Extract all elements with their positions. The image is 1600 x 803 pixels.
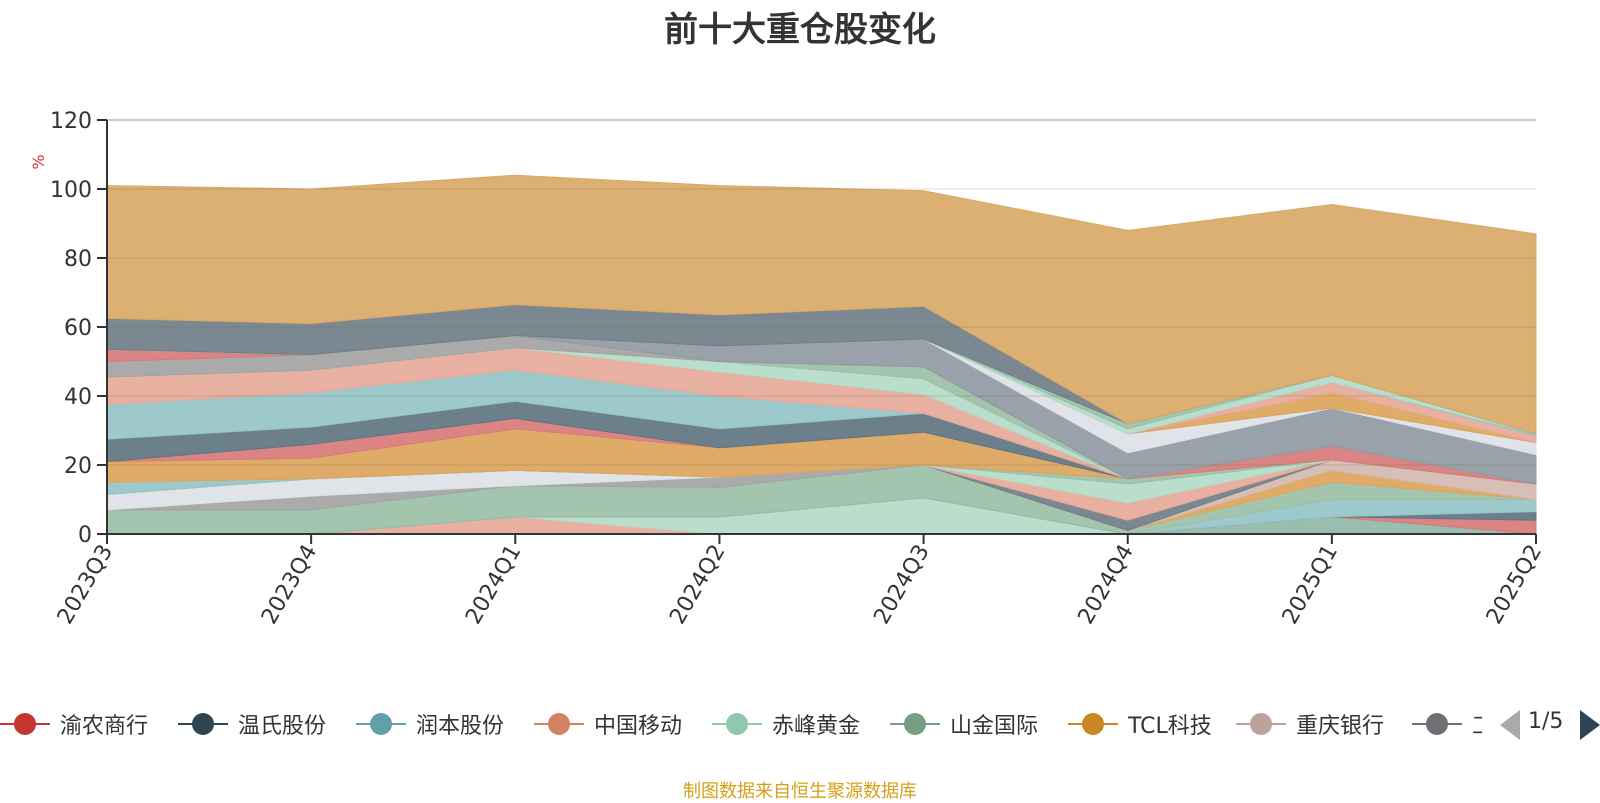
legend-label: 山金国际	[950, 714, 1039, 739]
legend-pager: 1/5	[1500, 704, 1600, 744]
legend-marker-icon	[356, 704, 406, 744]
legend-item[interactable]: 温氏股份	[178, 704, 326, 744]
chart-title: 前十大重仓股变化	[664, 10, 936, 50]
legend-label: 工	[1472, 708, 1482, 740]
chart-area: 0 20 40 60 80 100 120% 2023Q3 2023Q4 2024Q1 2024Q2…	[29, 109, 1547, 629]
legend-marker-icon	[1236, 704, 1286, 744]
x-tick-label: 2023Q4	[257, 541, 322, 629]
legend-label: 温氏股份	[238, 714, 327, 739]
legend: 渝农商行 温氏股份 润本股份 中国移动 赤峰黄金 山金国际 TCL科技 重庆银行 工	[0, 704, 1600, 744]
legend-item[interactable]: 工	[1412, 704, 1482, 744]
legend-item[interactable]: 中国移动	[534, 704, 682, 744]
x-tick-label: 2025Q1	[1278, 541, 1343, 629]
legend-marker-icon	[1412, 704, 1462, 744]
legend-item[interactable]: 重庆银行	[1236, 704, 1384, 744]
x-tick-label: 2024Q3	[869, 541, 934, 629]
legend-marker-icon	[890, 704, 940, 744]
legend-label: 润本股份	[416, 714, 505, 739]
legend-item[interactable]: 渝农商行	[0, 704, 148, 744]
legend-label: 重庆银行	[1296, 714, 1385, 739]
legend-label: 中国移动	[594, 714, 683, 739]
legend-item[interactable]: 山金国际	[890, 704, 1038, 744]
y-tick-label: 100	[50, 178, 92, 203]
x-tick-label: 2024Q2	[665, 541, 730, 629]
area-series-33[interactable]	[106, 174, 1537, 435]
x-tick-label: 2025Q2	[1482, 541, 1547, 629]
legend-marker-icon	[712, 704, 762, 744]
y-tick-label: 0	[78, 523, 92, 548]
legend-next-page-icon[interactable]	[1580, 710, 1600, 740]
y-tick-label: 20	[64, 454, 92, 479]
legend-page-indicator: 1/5	[1528, 709, 1564, 734]
grid-lines	[107, 119, 1536, 466]
y-tick-label: 80	[64, 247, 92, 272]
legend-items: 渝农商行 温氏股份 润本股份 中国移动 赤峰黄金 山金国际 TCL科技 重庆银行 工	[0, 704, 1482, 744]
legend-prev-page-icon[interactable]	[1500, 710, 1520, 740]
source-note: 制图数据来自恒生聚源数据库	[683, 781, 917, 802]
legend-marker-icon	[1068, 704, 1118, 744]
y-tick-label: 40	[64, 385, 92, 410]
legend-item[interactable]: TCL科技	[1068, 704, 1212, 744]
legend-marker-icon	[534, 704, 584, 744]
legend-marker-icon	[178, 704, 228, 744]
stacked-areas	[106, 174, 1537, 535]
legend-label: TCL科技	[1128, 714, 1212, 739]
legend-item[interactable]: 赤峰黄金	[712, 704, 860, 744]
y-tick-label: 60	[64, 316, 92, 341]
y-tick-label: 120	[50, 109, 92, 134]
y-axis-label: %	[29, 154, 48, 169]
legend-marker-icon	[0, 704, 50, 744]
x-tick-label: 2024Q1	[461, 541, 526, 629]
legend-label: 赤峰黄金	[772, 714, 861, 739]
legend-label: 渝农商行	[60, 714, 149, 739]
x-tick-label: 2024Q4	[1074, 541, 1139, 629]
legend-item[interactable]: 润本股份	[356, 704, 504, 744]
x-tick-label: 2023Q3	[53, 541, 118, 629]
